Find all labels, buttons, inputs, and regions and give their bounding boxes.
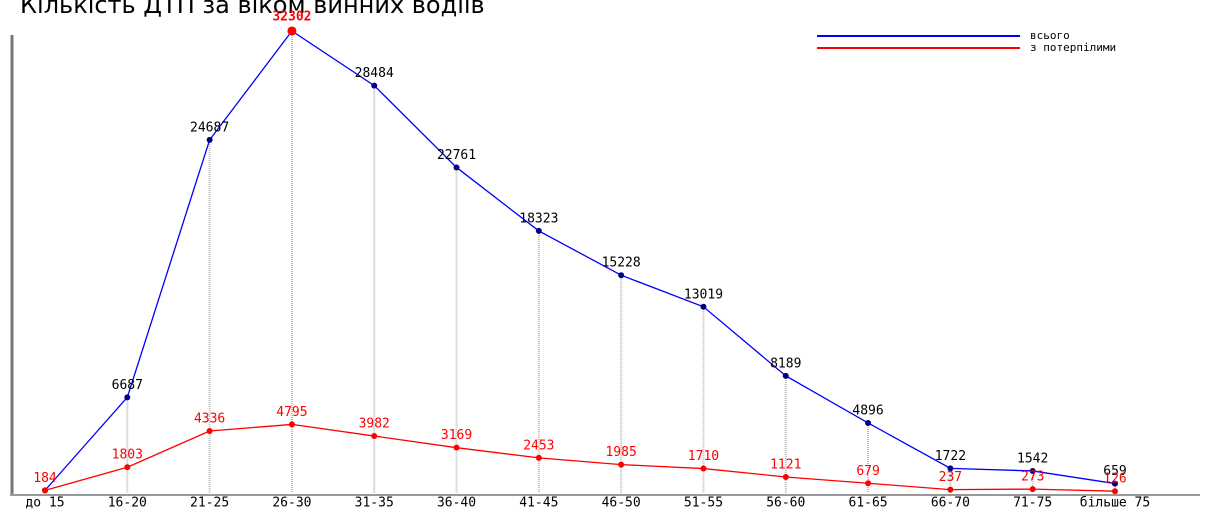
data-label: 3982 bbox=[359, 417, 390, 432]
data-label: 659 bbox=[1103, 464, 1126, 479]
data-label: 1710 bbox=[688, 449, 719, 464]
data-label: 28484 bbox=[355, 66, 394, 81]
point bbox=[865, 419, 872, 426]
data-label: 1803 bbox=[112, 448, 143, 463]
x-tick-label: більше 75 bbox=[1080, 496, 1150, 509]
point bbox=[535, 454, 542, 461]
point bbox=[865, 480, 872, 487]
point bbox=[1112, 480, 1118, 487]
data-label: 1985 bbox=[605, 445, 636, 460]
data-label: 22761 bbox=[437, 148, 476, 163]
point bbox=[287, 26, 297, 36]
data-label: 679 bbox=[856, 464, 879, 479]
x-tick-label: 31-35 bbox=[355, 496, 394, 509]
legend-label: з потерпілими bbox=[1030, 41, 1116, 54]
point bbox=[947, 465, 954, 472]
point bbox=[288, 421, 295, 428]
data-label: 15228 bbox=[602, 256, 641, 271]
data-label: 3169 bbox=[441, 428, 472, 443]
data-label: 1121 bbox=[770, 457, 801, 472]
x-tick-label: до 15 bbox=[25, 496, 64, 509]
point bbox=[782, 473, 789, 480]
point bbox=[618, 272, 625, 279]
point bbox=[124, 464, 131, 471]
chart-title: Кількість ДТП за віком винних водіїв bbox=[20, 0, 485, 19]
data-label: 273 bbox=[1021, 470, 1044, 485]
x-tick-label: 51-55 bbox=[684, 496, 723, 509]
x-tick-label: 41-45 bbox=[519, 496, 558, 509]
point bbox=[42, 487, 48, 494]
x-tick-label: 26-30 bbox=[272, 496, 311, 509]
x-tick-label: 46-50 bbox=[602, 496, 641, 509]
data-label: 6687 bbox=[112, 378, 143, 393]
data-label: 13019 bbox=[684, 287, 723, 302]
point bbox=[371, 433, 378, 440]
point bbox=[206, 136, 213, 143]
x-tick-label: 36-40 bbox=[437, 496, 476, 509]
series-line bbox=[44, 423, 1116, 492]
point bbox=[700, 465, 707, 472]
data-label: 126 bbox=[1103, 472, 1126, 487]
x-tick-label: 71-75 bbox=[1013, 496, 1052, 509]
data-label: 4896 bbox=[852, 403, 883, 418]
x-tick-label: 16-20 bbox=[108, 496, 147, 509]
x-tick-label: 66-70 bbox=[931, 496, 970, 509]
x-tick-label: 21-25 bbox=[190, 496, 229, 509]
data-label: 1542 bbox=[1017, 451, 1048, 466]
point bbox=[535, 227, 542, 234]
data-label: 32302 bbox=[272, 9, 311, 24]
data-label: 4336 bbox=[194, 411, 225, 426]
data-label: 24687 bbox=[190, 120, 229, 135]
point bbox=[947, 486, 954, 493]
point bbox=[371, 82, 378, 89]
point bbox=[453, 164, 460, 171]
data-label: 4795 bbox=[276, 405, 307, 420]
legend-label: всього bbox=[1030, 29, 1070, 42]
point bbox=[1112, 488, 1118, 495]
point bbox=[206, 427, 213, 434]
data-label: 8189 bbox=[770, 356, 801, 371]
point bbox=[782, 372, 789, 379]
point bbox=[1029, 467, 1036, 474]
point bbox=[700, 303, 707, 310]
point bbox=[124, 394, 131, 401]
data-label: 2453 bbox=[523, 438, 554, 453]
point bbox=[618, 461, 625, 468]
data-label: 237 bbox=[939, 470, 962, 485]
x-tick-label: 61-65 bbox=[849, 496, 888, 509]
series-line bbox=[44, 30, 1116, 491]
data-label: 1722 bbox=[935, 449, 966, 464]
data-label: 184 bbox=[33, 471, 57, 486]
point bbox=[453, 444, 460, 451]
x-tick-label: 56-60 bbox=[766, 496, 805, 509]
point bbox=[1029, 486, 1036, 493]
data-label: 18323 bbox=[519, 211, 558, 226]
